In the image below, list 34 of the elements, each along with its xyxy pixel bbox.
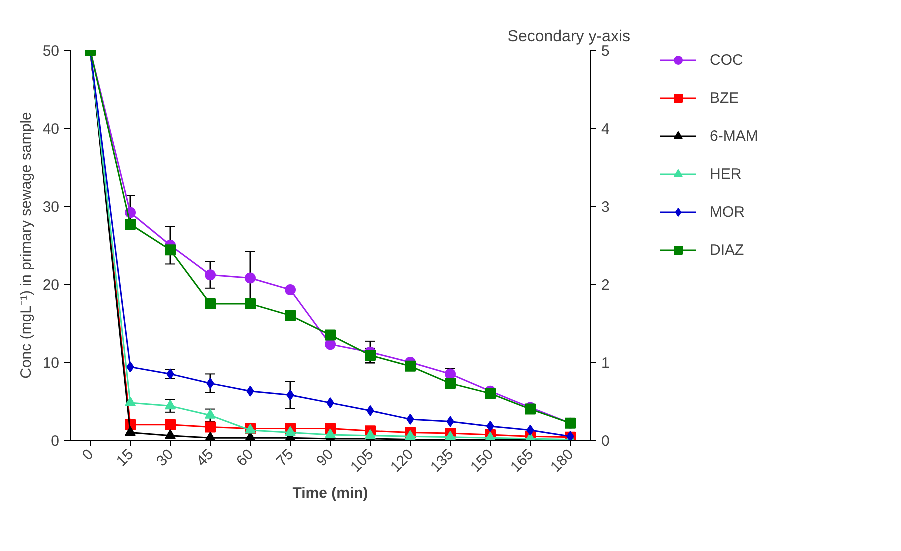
- legend-label: COC: [710, 52, 744, 68]
- y2-tick-label: 1: [602, 355, 610, 372]
- x-tick-label: 15: [113, 446, 138, 470]
- x-tick-label: 45: [193, 446, 218, 470]
- x-tick-label: 150: [468, 446, 498, 476]
- y2-tick-label: 3: [602, 199, 610, 216]
- legend-label: 6-MAM: [710, 128, 758, 144]
- x-tick-label: 60: [233, 446, 258, 470]
- y-tick-label: 40: [42, 121, 60, 138]
- x-tick-label: 120: [388, 446, 418, 476]
- y-tick-label: 0: [51, 433, 60, 450]
- y-tick-label: 30: [42, 199, 60, 216]
- x-tick-label: 0: [79, 446, 98, 464]
- y2-tick-label: 4: [602, 121, 610, 138]
- y2-axis-title: Secondary y-axis: [508, 28, 630, 46]
- x-tick-label: 180: [548, 446, 578, 476]
- y2-tick-label: 2: [602, 277, 610, 294]
- x-tick-label: 30: [153, 446, 178, 470]
- y-axis-title: Conc (mgL⁻¹) in primary sewage sample: [18, 112, 35, 379]
- legend-label: DIAZ: [710, 242, 744, 258]
- legend-label: BZE: [710, 90, 740, 106]
- y-tick-label: 10: [42, 355, 60, 372]
- y2-tick-label: 0: [602, 433, 610, 450]
- x-tick-label: 165: [508, 446, 538, 476]
- x-tick-label: 75: [273, 446, 298, 470]
- x-tick-label: 135: [428, 446, 458, 476]
- x-axis-title: Time (min): [292, 484, 368, 502]
- x-tick-label: 105: [348, 446, 378, 476]
- y-tick-label: 20: [42, 277, 60, 294]
- legend-label: MOR: [710, 204, 745, 220]
- x-tick-label: 90: [313, 446, 338, 470]
- y-tick-label: 50: [42, 43, 60, 60]
- legend-label: HER: [710, 166, 742, 182]
- y2-tick-label: 5: [602, 43, 610, 60]
